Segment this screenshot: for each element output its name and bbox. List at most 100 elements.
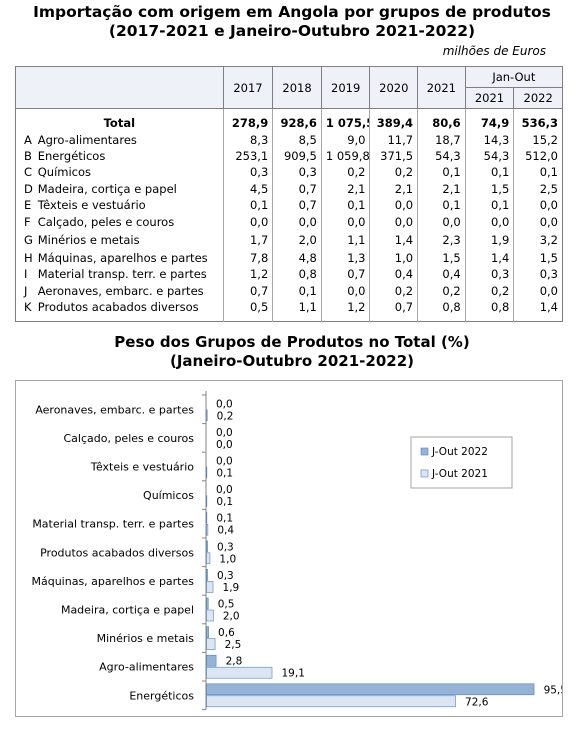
row-label: Minérios e metais	[37, 232, 140, 247]
category-label: Aeronaves, embarc. e partes	[35, 403, 194, 416]
cell: 8,3	[222, 131, 273, 148]
cell: 0,1	[464, 164, 514, 181]
cell: 2,1	[369, 180, 418, 197]
row-code: D	[24, 181, 33, 196]
chart-title-line1: Peso dos Grupos de Produtos no Total (%)	[114, 333, 470, 351]
legend-swatch-2022	[420, 447, 429, 456]
row-label: Madeira, cortiça e papel	[37, 181, 177, 196]
row-code: J	[24, 283, 28, 298]
data-label-2022: 0,0	[216, 456, 233, 468]
data-label-2022: 0,3	[217, 541, 234, 553]
bar-jout-2022	[206, 683, 535, 696]
cell: 0,2	[369, 282, 418, 299]
bar-jout-2022	[206, 597, 209, 610]
table-row: F Calçado, peles e couros 0,0 0,0 0,0 0,0 0,0 0…	[16, 213, 563, 230]
row-code: H	[24, 250, 33, 265]
bar-jout-2021	[206, 581, 214, 593]
cell: 9,0	[320, 131, 370, 148]
cell: 11,7	[369, 131, 418, 148]
table-row: I Material transp. terr. e partes 1,2 0,8 0,…	[16, 266, 563, 283]
header-year: 2019	[320, 66, 371, 109]
cell: 0,0	[513, 196, 563, 214]
cell: 0,7	[369, 298, 418, 316]
bar-jout-2021	[206, 695, 456, 708]
cell: 2,1	[320, 180, 370, 197]
cell: 512,0	[513, 147, 563, 165]
cell: 0,0	[272, 213, 322, 230]
table-row: B Energéticos 253,1 909,5 1 059,8 371,5 54,3 54…	[16, 147, 563, 165]
header-period-year: 2022	[513, 87, 563, 109]
cell: 0,0	[417, 213, 466, 230]
header-blank	[15, 66, 224, 109]
bar-jout-2021	[206, 552, 211, 565]
cell: 4,8	[272, 249, 322, 267]
data-label-2021: 1,9	[223, 582, 240, 594]
table-row: H Máquinas, aparelhos e partes 7,8 4,8 1,3 1,…	[16, 249, 563, 267]
category-label: Químicos	[143, 489, 194, 502]
category-label: Minérios e metais	[97, 632, 195, 645]
imports-table: 2017 2018 2019 2020 2021 Jan-Out 2021 20…	[15, 66, 564, 322]
row-label: Calçado, peles e couros	[37, 214, 175, 229]
row-code: I	[24, 267, 28, 282]
data-label-2022: 0,0	[216, 427, 233, 439]
cell: 1,2	[320, 298, 370, 316]
cell: 4,5	[222, 180, 273, 197]
chart-title-line2: (Janeiro-Outubro 2021-2022)	[170, 352, 414, 370]
category-label: Energéticos	[129, 689, 194, 702]
data-label-2021: 19,1	[282, 668, 305, 680]
row-code: E	[24, 198, 32, 213]
bar-jout-2021	[206, 638, 216, 650]
cell: 0,8	[272, 266, 322, 283]
cell: 1,0	[369, 249, 418, 267]
cell: 0,1	[513, 164, 563, 181]
cell: 0,7	[272, 180, 322, 197]
legend-label-2022: J-Out 2022	[431, 446, 488, 458]
cell: 0,7	[272, 196, 322, 214]
header-year: 2020	[369, 66, 419, 109]
data-label-2022: 0,1	[216, 513, 233, 525]
cell: 0,2	[464, 282, 514, 299]
cell: 1,4	[369, 229, 418, 250]
cell: 0,3	[464, 266, 514, 283]
main-title-line2: (2017-2021 e Janeiro-Outubro 2021-2022)	[108, 22, 476, 40]
data-label-2022: 2,8	[226, 656, 243, 668]
row-code: C	[24, 165, 33, 180]
cell: 1,2	[222, 266, 273, 283]
data-label-2021: 1,0	[219, 553, 236, 565]
bar-jout-2022	[206, 569, 208, 581]
cell: 909,5	[272, 147, 322, 165]
row-label: Máquinas, aparelhos e partes	[37, 250, 208, 265]
cell: 0,0	[369, 196, 418, 214]
table-row: A Agro-alimentares 8,3 8,5 9,0 11,7 18,7 14,3 15…	[16, 131, 563, 148]
header-year: 2021	[417, 66, 466, 109]
data-label-2022: 0,6	[218, 627, 235, 639]
row-label: Produtos acabados diversos	[37, 300, 199, 315]
cell: 7,8	[222, 249, 273, 267]
data-label-2021: 0,1	[216, 468, 233, 480]
header-period: Jan-Out	[464, 66, 564, 88]
cell: 54,3	[464, 147, 514, 165]
data-label-2021: 2,5	[225, 639, 242, 651]
main-title-line1: Importação com origem em Angola por grup…	[33, 3, 551, 21]
cell: 278,9	[222, 115, 273, 132]
category-label: Madeira, cortiça e papel	[61, 604, 194, 617]
data-label-2021: 2,0	[223, 611, 240, 623]
header-year: 2018	[272, 66, 322, 109]
cell: 15,2	[513, 131, 563, 148]
cell: 0,0	[464, 213, 514, 230]
cell: 1,5	[464, 180, 514, 197]
cell: 536,3	[513, 115, 563, 132]
table-row: E Têxteis e vestuário 0,1 0,7 0,1 0,0 0,1 0,1 0,…	[16, 196, 563, 214]
cell: 0,1	[320, 196, 370, 214]
row-code: G	[24, 232, 33, 247]
data-label-2021: 0,4	[217, 525, 234, 537]
cell: 0,4	[369, 266, 418, 283]
cell: 1,1	[320, 229, 370, 250]
cell: 0,1	[417, 196, 466, 214]
cell: 0,1	[464, 196, 514, 214]
cell: 0,0	[369, 213, 418, 230]
cell: 1,3	[320, 249, 370, 267]
cell: 2,3	[417, 229, 466, 250]
row-code: B	[24, 148, 32, 163]
cell: 14,3	[464, 131, 514, 148]
